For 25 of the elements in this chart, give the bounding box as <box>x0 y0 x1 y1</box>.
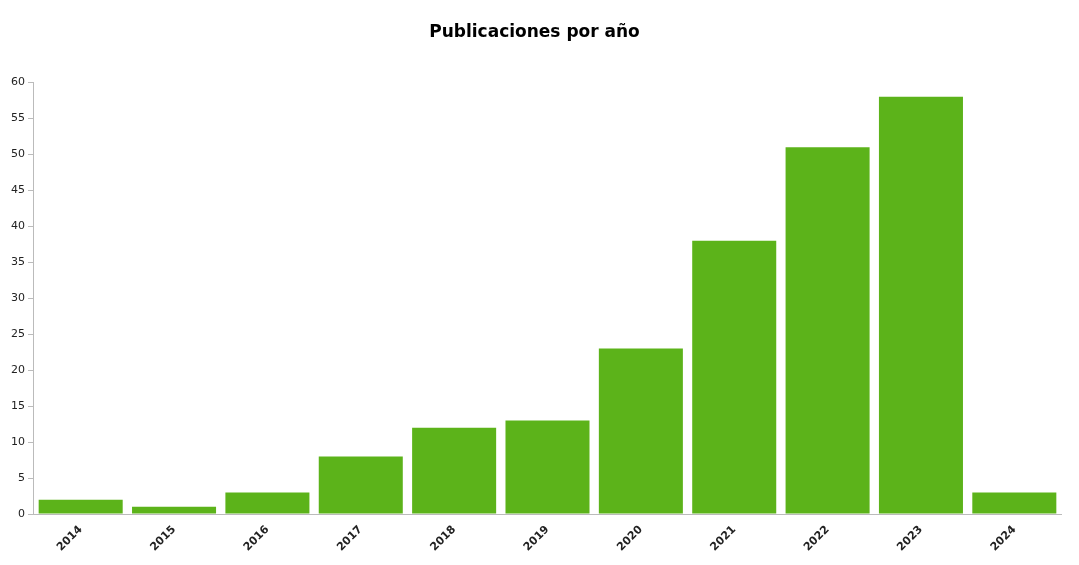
y-tick-label: 25 <box>11 327 25 341</box>
y-tick-label: 35 <box>11 255 25 269</box>
bar <box>972 492 1057 514</box>
y-tick-label: 0 <box>18 506 25 520</box>
bar <box>318 456 403 514</box>
bar <box>505 420 590 514</box>
bar <box>38 499 123 514</box>
bar <box>132 506 217 514</box>
y-tick-label: 60 <box>11 75 25 89</box>
y-tick-label: 30 <box>11 291 25 305</box>
y-tick-label: 15 <box>11 398 25 412</box>
y-tick-label: 5 <box>18 470 25 484</box>
bar <box>598 348 683 514</box>
bar <box>412 427 497 514</box>
bar <box>225 492 310 514</box>
chart-title: Publicaciones por año <box>429 20 640 41</box>
y-tick-label: 10 <box>11 434 25 448</box>
y-tick-label: 45 <box>11 183 25 197</box>
y-tick-label: 55 <box>11 111 25 125</box>
y-tick-label: 20 <box>11 363 25 376</box>
bar <box>785 147 870 514</box>
y-tick-label: 40 <box>11 219 25 233</box>
bar <box>878 96 963 514</box>
y-tick-label: 50 <box>11 147 25 161</box>
bar <box>692 240 777 514</box>
